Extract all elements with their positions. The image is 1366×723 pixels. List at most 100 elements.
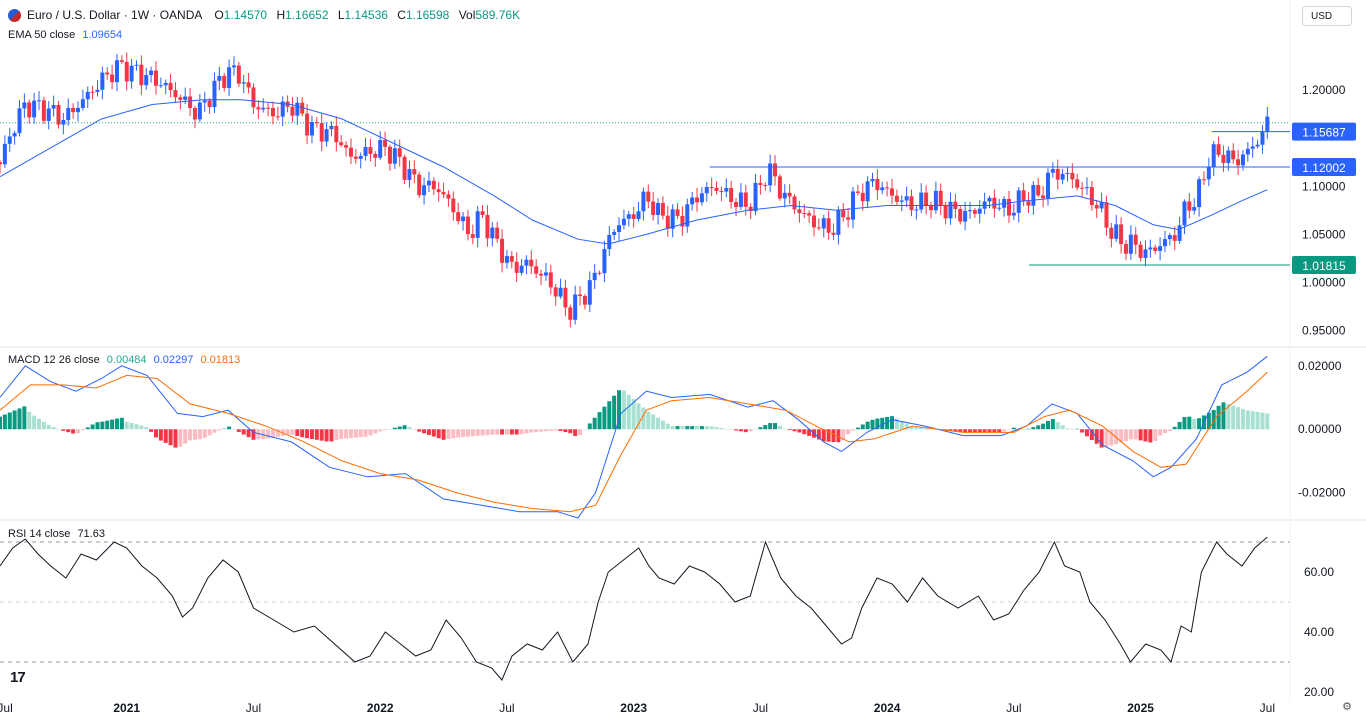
- candle-body: [1050, 169, 1055, 173]
- candle-body: [7, 136, 12, 144]
- macd-histogram-bar: [1041, 423, 1046, 430]
- settings-gear-icon[interactable]: ⚙: [1342, 701, 1352, 713]
- candle-body: [2, 143, 7, 165]
- time-tick-label: 2021: [113, 701, 140, 715]
- tradingview-logo-icon[interactable]: 17: [10, 669, 26, 686]
- macd-histogram-bar: [880, 417, 885, 430]
- candle-body: [836, 210, 841, 235]
- macd-histogram-bar: [558, 429, 563, 431]
- candle-body: [670, 209, 675, 229]
- macd-histogram-bar: [602, 406, 607, 430]
- candle-body: [144, 75, 149, 86]
- macd-histogram-bar: [353, 429, 358, 438]
- macd-histogram-bar: [592, 417, 597, 430]
- candle-body: [509, 256, 514, 262]
- currency-selector[interactable]: USD: [1302, 6, 1352, 26]
- ema-legend[interactable]: EMA 50 close 1.09654: [8, 28, 122, 42]
- macd-histogram-bar: [1089, 429, 1094, 441]
- macd-histogram-bar: [846, 429, 851, 435]
- candle-body: [32, 100, 37, 118]
- candle-body: [812, 215, 817, 228]
- candle-body: [66, 107, 71, 121]
- candle-body: [1080, 187, 1085, 189]
- candle-body: [212, 80, 217, 108]
- macd-histogram-bar: [1158, 429, 1163, 436]
- candle-body: [305, 113, 310, 136]
- macd-histogram-bar: [407, 426, 412, 430]
- macd-legend[interactable]: MACD 12 26 close 0.00484 0.02297 0.01813: [8, 353, 240, 367]
- candle-body: [1221, 154, 1226, 163]
- rsi-panel[interactable]: 60.00 40.00 20.00: [0, 536, 1334, 699]
- macd-histogram-bar: [149, 429, 154, 432]
- candle-body: [524, 259, 529, 266]
- macd-histogram-bar: [777, 425, 782, 430]
- macd-histogram-bar: [914, 427, 919, 430]
- candle-body: [158, 85, 163, 87]
- macd-histogram-bar: [158, 429, 163, 441]
- candle-body: [685, 204, 690, 227]
- macd-histogram-bar: [636, 403, 641, 430]
- candle-body: [1201, 179, 1206, 181]
- price-tick-label: 1.20000: [1302, 83, 1346, 97]
- time-axis[interactable]: Jul 2021 Jul 2022 Jul 2023 Jul 2024 Jul 2025 Jul: [0, 701, 1275, 715]
- macd-histogram-bar: [841, 429, 846, 441]
- macd-histogram-bar: [826, 429, 831, 442]
- macd-histogram-bar: [885, 416, 890, 430]
- candle-body: [1070, 172, 1075, 180]
- candle-body: [1153, 247, 1158, 251]
- macd-histogram-bar: [329, 429, 334, 442]
- macd-histogram-bar: [621, 390, 626, 430]
- time-tick-label: 2023: [620, 701, 647, 715]
- candle-body: [1236, 159, 1241, 166]
- macd-histogram-bar: [1094, 429, 1099, 444]
- macd-histogram-bar: [958, 429, 963, 433]
- candle-body: [573, 294, 578, 320]
- rsi-legend[interactable]: RSI 14 close 71.63: [8, 527, 105, 541]
- macd-histogram-bar: [32, 415, 37, 430]
- candle-body: [738, 192, 743, 207]
- price-panel[interactable]: 0.95000 1.00000 1.05000 1.10000 1.20000 1.156…: [0, 52, 1356, 338]
- macd-histogram-bar: [1011, 427, 1016, 430]
- macd-histogram-bar: [1143, 429, 1148, 442]
- candle-body: [46, 108, 51, 121]
- macd-histogram-bar: [607, 401, 612, 430]
- candle-body: [1084, 187, 1089, 189]
- candle-body: [90, 91, 95, 93]
- candle-body: [704, 187, 709, 194]
- macd-histogram-bar: [529, 429, 534, 433]
- candle-body: [485, 214, 490, 239]
- macd-histogram-bar: [61, 429, 66, 431]
- candle-body: [207, 100, 212, 108]
- symbol-legend: Euro / U.S. Dollar · 1W · OANDA O1.14570…: [8, 8, 520, 22]
- candle-body: [997, 207, 1002, 209]
- candle-body: [490, 227, 495, 239]
- time-tick-label: 2022: [367, 701, 394, 715]
- candle-body: [709, 187, 714, 189]
- macd-histogram-bar: [953, 429, 958, 432]
- macd-histogram-bar: [894, 418, 899, 430]
- macd-histogram-bar: [246, 429, 251, 438]
- symbol-title[interactable]: Euro / U.S. Dollar · 1W · OANDA: [27, 8, 203, 22]
- macd-panel[interactable]: 0.02000 0.00000 -0.02000: [0, 355, 1346, 519]
- macd-histogram-bar: [90, 424, 95, 430]
- candle-body: [909, 196, 914, 211]
- candle-body: [894, 195, 899, 202]
- candle-body: [1119, 224, 1124, 245]
- macd-histogram-bar: [768, 423, 773, 430]
- candle-body: [1031, 185, 1036, 206]
- macd-line: [0, 355, 1268, 519]
- candle-body: [378, 140, 383, 158]
- candle-body: [1226, 150, 1231, 163]
- macd-histogram-bar: [1128, 429, 1133, 440]
- candle-body: [631, 214, 636, 219]
- candle-body: [256, 107, 261, 110]
- candle-body: [699, 193, 704, 203]
- macd-histogram-bar: [134, 424, 139, 430]
- candle-body: [1167, 235, 1172, 240]
- price-tick-label: 1.05000: [1302, 227, 1346, 241]
- macd-histogram-bar: [95, 422, 100, 430]
- candle-body: [539, 273, 544, 276]
- macd-histogram-bar: [22, 406, 27, 430]
- macd-histogram-bar: [417, 429, 422, 432]
